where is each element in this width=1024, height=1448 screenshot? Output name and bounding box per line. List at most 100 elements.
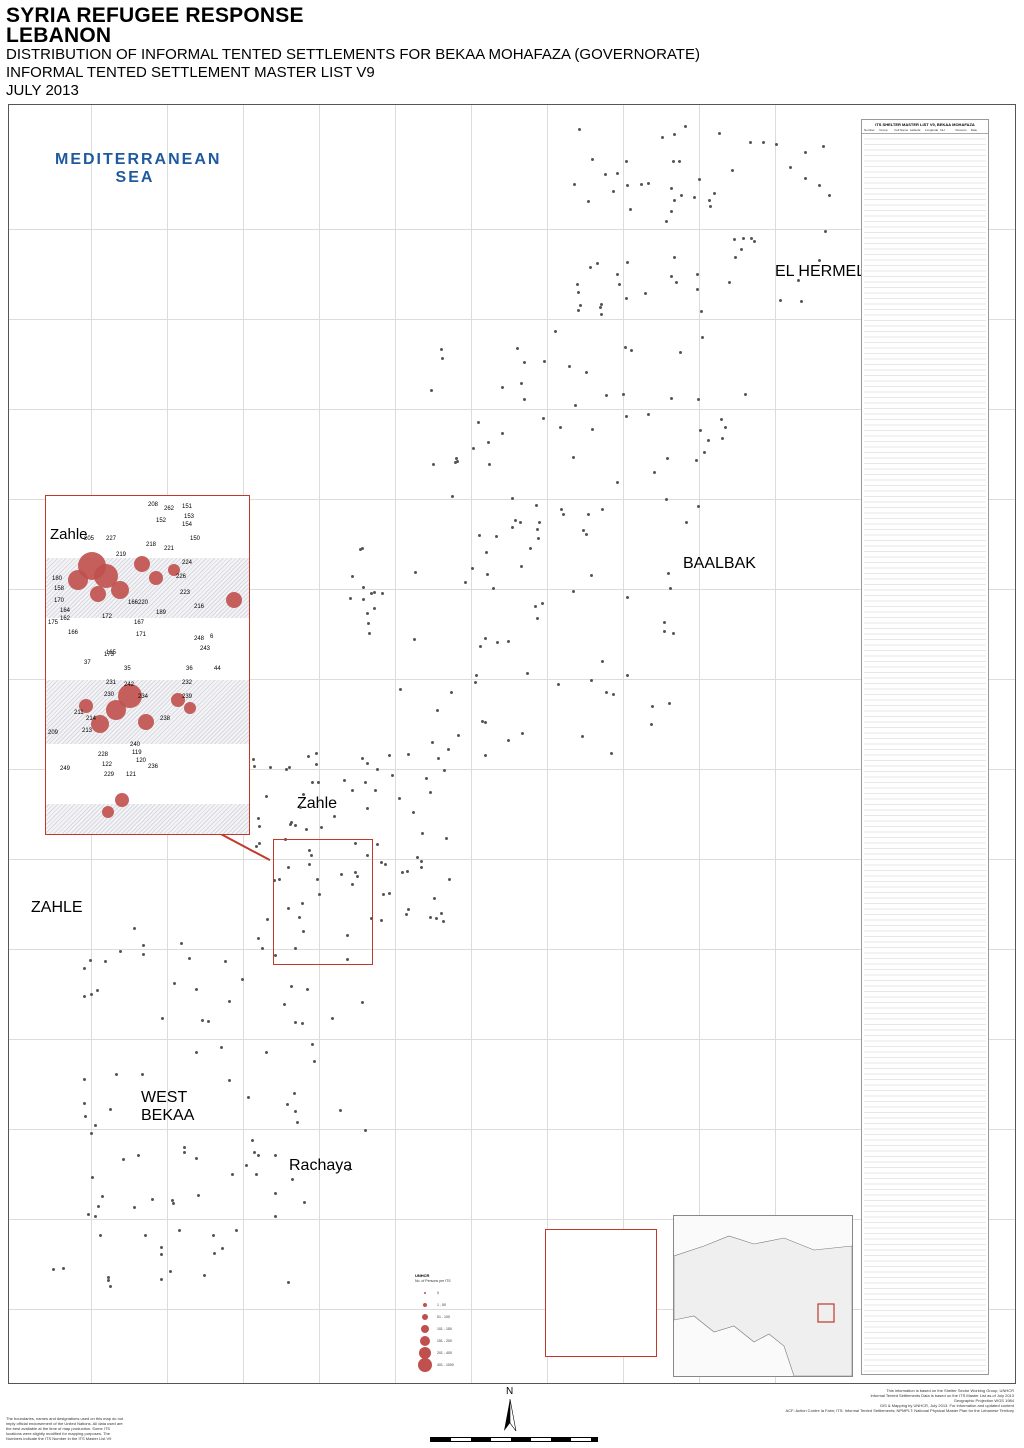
settlement-point <box>589 679 593 683</box>
its-number-label: 243 <box>200 646 211 652</box>
settlement-point <box>289 984 293 988</box>
settlement-point <box>515 346 519 350</box>
settlement-point <box>425 777 429 781</box>
its-number-label: 166 <box>128 600 139 606</box>
map-frame[interactable]: MEDITERRANEAN SEA EL HERMEL BAALBAK ZAHL… <box>8 104 1016 1384</box>
settlement-point <box>624 414 628 418</box>
settlement-point <box>252 758 256 762</box>
settlement-point <box>577 309 581 313</box>
table-column-header: HH <box>940 128 945 132</box>
settlement-point <box>306 754 310 758</box>
settlement-point <box>86 1213 90 1217</box>
credit-line: Geographic Projection WGS 1984 <box>953 1398 1014 1403</box>
settlement-point <box>366 612 370 615</box>
settlement-point <box>108 1284 112 1288</box>
settlement-point <box>240 978 244 982</box>
its-number-label: 180 <box>52 576 63 582</box>
settlement-point <box>558 425 562 429</box>
settlement-point <box>257 816 261 820</box>
its-number-label: 238 <box>160 716 171 722</box>
settlement-point <box>301 929 305 933</box>
settlement-point <box>626 674 630 678</box>
zahle-inset-map[interactable]: Zahle 208 262 151 153 152 154 205 227 150 218 221 2… <box>45 495 250 835</box>
settlement-point <box>100 1194 104 1198</box>
region-baalbak: BAALBAK <box>683 555 756 572</box>
settlement-point <box>696 287 700 291</box>
settlement-point <box>140 1073 144 1077</box>
region-west-bekaa-line-1: WEST <box>141 1089 188 1106</box>
settlement-point <box>701 335 705 339</box>
settlement-point <box>264 794 268 798</box>
settlement-point <box>696 398 700 402</box>
settlement-point <box>257 1153 261 1157</box>
settlement-point <box>470 566 474 570</box>
its-number-label: 211 <box>74 710 84 716</box>
settlement-point <box>595 262 599 266</box>
settlement-cluster <box>79 699 93 713</box>
table-column-header: Group <box>879 128 888 132</box>
credit-line: Informal Tented Settlements Data is base… <box>870 1393 1014 1398</box>
settlement-point <box>649 722 653 726</box>
settlement-point <box>257 842 261 846</box>
settlement-point <box>671 159 675 163</box>
settlement-point <box>604 394 608 398</box>
settlement-cluster <box>115 793 129 807</box>
settlement-point <box>577 128 581 132</box>
table-rows <box>864 134 986 1372</box>
its-master-list-table[interactable]: ITS SHELTER MASTER LIST V9, BEKAA MOHAFA… <box>861 119 989 1375</box>
settlement-point <box>257 936 260 940</box>
settlement-point <box>625 183 629 187</box>
settlement-point <box>169 1270 173 1274</box>
settlement-point <box>292 1092 296 1096</box>
settlement-point <box>485 550 489 554</box>
settlement-point <box>406 870 410 874</box>
grid-line <box>9 589 1015 590</box>
settlement-point <box>220 1046 224 1050</box>
grid-line <box>395 105 396 1383</box>
settlement-point <box>486 440 490 444</box>
settlement-point <box>463 581 467 585</box>
settlement-point <box>720 417 724 421</box>
settlement-point <box>451 494 455 498</box>
settlement-point <box>501 432 505 436</box>
settlement-point <box>339 1108 343 1112</box>
title-line-3: DISTRIBUTION OF INFORMAL TENTED SETTLEME… <box>6 46 700 63</box>
regional-outline <box>674 1235 852 1376</box>
settlement-point <box>347 1167 351 1171</box>
settlement-point <box>601 660 605 664</box>
settlement-point <box>653 471 657 475</box>
settlement-point <box>744 392 748 396</box>
credit-line: GIS & Mapping by UNHCR, July 2013. For i… <box>879 1403 1014 1408</box>
settlement-point <box>695 459 699 463</box>
settlement-point <box>171 1202 175 1206</box>
settlement-point <box>478 533 482 537</box>
settlement-point <box>132 1205 136 1209</box>
settlement-point <box>673 198 677 202</box>
settlement-point <box>412 638 416 642</box>
settlement-point <box>365 807 369 811</box>
settlement-point <box>235 1229 239 1233</box>
settlement-point <box>623 345 627 349</box>
settlement-point <box>753 239 757 243</box>
table-column-header: Latitude <box>909 128 921 132</box>
title-line-4: INFORMAL TENTED SETTLEMENT MASTER LIST V… <box>6 64 375 81</box>
settlement-point <box>520 732 524 736</box>
disclaimer-text: The boundaries, names and designations u… <box>6 1416 124 1441</box>
its-number-label: 165 <box>106 650 117 656</box>
its-number-label: 236 <box>148 764 159 770</box>
settlement-cluster <box>90 586 106 602</box>
settlement-point <box>223 959 227 963</box>
grid-line <box>9 949 1015 950</box>
settlement-point <box>660 136 664 140</box>
settlement-point <box>442 768 446 772</box>
settlement-point <box>287 866 290 870</box>
reference-map <box>545 1229 657 1357</box>
settlement-point <box>626 261 630 265</box>
settlement-point <box>412 810 416 814</box>
settlement-point <box>568 365 572 369</box>
settlement-point <box>364 1128 368 1132</box>
settlement-point <box>605 691 609 695</box>
its-number-label: 166 <box>68 630 79 636</box>
settlement-point <box>487 462 491 466</box>
settlement-point <box>618 283 622 287</box>
